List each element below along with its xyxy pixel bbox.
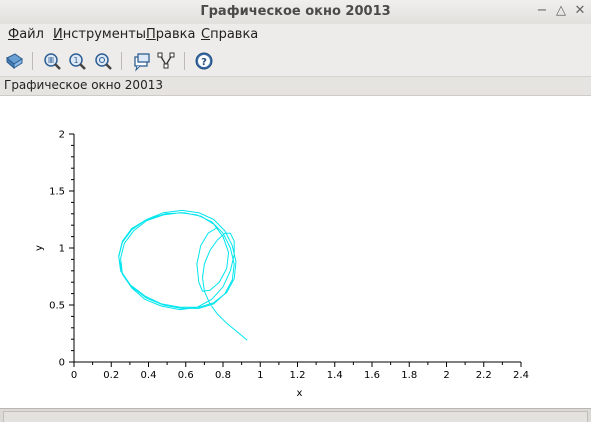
status-panel — [3, 411, 588, 422]
menu-edit[interactable]: Правка — [146, 27, 195, 42]
zoom-search-icon[interactable] — [92, 50, 114, 72]
x-tick-label: 1 — [257, 370, 263, 381]
menu-help[interactable]: Справка — [201, 27, 258, 42]
y-axis-label: y — [34, 245, 45, 251]
x-tick-label: 1.4 — [327, 370, 343, 381]
window-titlebar[interactable]: Графическое окно 20013 − △ ✕ — [0, 0, 591, 25]
menubar: Файл Инструменты Правка Справка — [0, 24, 591, 46]
y-tick-label: 0.5 — [49, 301, 65, 312]
x-tick-label: 1.8 — [401, 370, 417, 381]
menu-help-mnemonic: С — [201, 27, 211, 42]
help-icon[interactable]: ? — [193, 50, 215, 72]
datatip-icon[interactable] — [130, 50, 152, 72]
x-tick-label: 0.6 — [178, 370, 194, 381]
maximize-icon[interactable]: △ — [556, 3, 566, 18]
x-tick-label: 2.2 — [476, 370, 492, 381]
x-axis-label: x — [297, 388, 303, 399]
figure-title-bar: Графическое окно 20013 — [0, 77, 591, 96]
toolbar-separator — [32, 52, 33, 70]
x-tick-label: 0.4 — [141, 370, 157, 381]
menu-tools-mnemonic: И — [53, 27, 63, 42]
svg-text:?: ? — [201, 57, 207, 68]
toolbar-separator — [184, 52, 185, 70]
plot-svg[interactable]: 0 0.2 0.4 0.6 0.8 1 1.2 1.4 1.6 1.8 2 2.2 2.4 0 0.5 1 1.… — [0, 96, 591, 408]
minimize-icon[interactable]: − — [536, 3, 548, 18]
series-line-0 — [118, 209, 248, 341]
menu-file-label: айл — [19, 27, 44, 42]
status-bar — [0, 408, 591, 422]
menu-tools[interactable]: Инструменты — [53, 27, 146, 42]
x-tick-label: 2 — [443, 370, 449, 381]
figure-title: Графическое окно 20013 — [4, 78, 163, 92]
y-tick-label: 2 — [59, 130, 65, 141]
y-tick-label: 0 — [59, 358, 65, 369]
zoom-one-icon[interactable]: 1 — [66, 50, 88, 72]
editor-icon[interactable] — [155, 50, 177, 72]
menu-edit-mnemonic: П — [146, 27, 156, 42]
zoom-grid-icon[interactable] — [41, 50, 63, 72]
svg-text:1: 1 — [73, 56, 78, 65]
y-tick-label: 1 — [59, 244, 65, 255]
toolbar-separator — [121, 52, 122, 70]
close-icon[interactable]: ✕ — [574, 3, 586, 18]
x-tick-label: 0.8 — [215, 370, 231, 381]
x-tick-label: 1.6 — [364, 370, 380, 381]
menu-file-mnemonic: Ф — [8, 27, 20, 42]
window-title: Графическое окно 20013 — [200, 4, 391, 19]
x-tick-label: 2.4 — [513, 370, 529, 381]
plot-area[interactable]: 0 0.2 0.4 0.6 0.8 1 1.2 1.4 1.6 1.8 2 2.2 2.4 0 0.5 1 1.… — [0, 96, 591, 408]
x-tick-label: 1.2 — [290, 370, 306, 381]
rotate-icon[interactable] — [3, 50, 25, 72]
x-tick-label: 0 — [71, 370, 77, 381]
menu-file[interactable]: Файл — [8, 27, 44, 42]
x-tick-label: 0.2 — [103, 370, 119, 381]
menu-tools-label: нструменты — [62, 27, 147, 42]
menu-edit-label: равка — [155, 27, 196, 42]
y-tick-label: 1.5 — [49, 187, 65, 198]
toolbar: 1 ? — [0, 46, 591, 77]
menu-help-label: правка — [210, 27, 259, 42]
